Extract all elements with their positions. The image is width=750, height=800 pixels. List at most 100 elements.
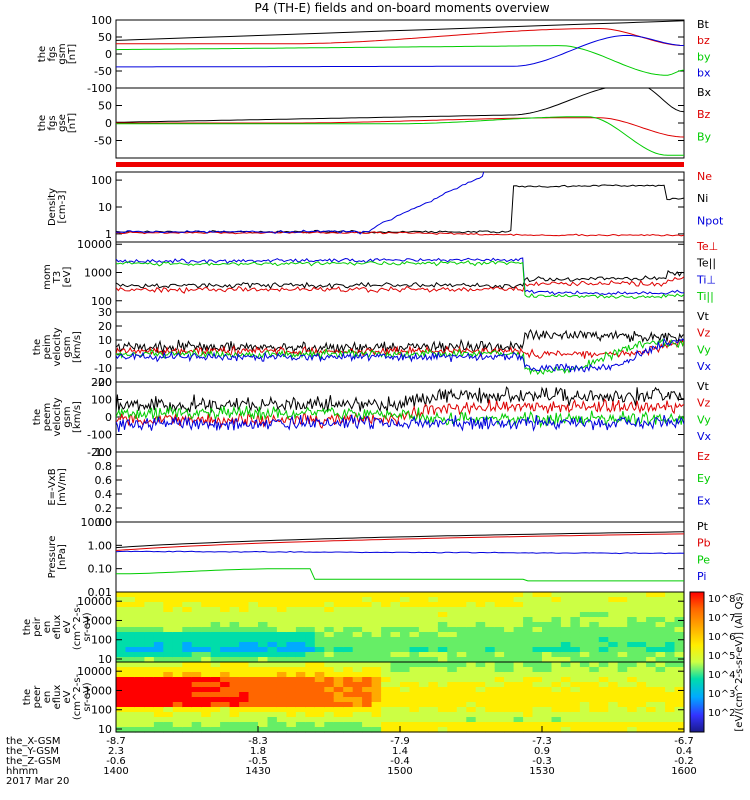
- heatmap-cell: [286, 622, 297, 628]
- heatmap-cell: [381, 657, 392, 663]
- heatmap-cell: [447, 622, 458, 628]
- heatmap-cell: [276, 592, 287, 598]
- heatmap-cell: [371, 642, 382, 648]
- heatmap-cell: [371, 662, 382, 668]
- heatmap-cell: [409, 682, 420, 688]
- heatmap-cell: [371, 727, 382, 733]
- heatmap-cell: [267, 642, 278, 648]
- heatmap-cell: [220, 662, 231, 668]
- heatmap-cell: [674, 607, 685, 613]
- heatmap-cell: [258, 707, 269, 713]
- heatmap-cell: [665, 702, 676, 708]
- heatmap-cell: [475, 697, 486, 703]
- heatmap-cell: [655, 592, 666, 598]
- heatmap-cell: [485, 712, 496, 718]
- heatmap-cell: [589, 722, 600, 728]
- heatmap-cell: [239, 632, 250, 638]
- heatmap-cell: [381, 597, 392, 603]
- heatmap-cell: [428, 662, 439, 668]
- heatmap-cell: [295, 667, 306, 673]
- heatmap-cell: [598, 672, 609, 678]
- heatmap-cell: [485, 607, 496, 613]
- heatmap-cell: [674, 682, 685, 688]
- heatmap-cell: [153, 712, 164, 718]
- heatmap-cell: [665, 672, 676, 678]
- heatmap-cell: [210, 607, 221, 613]
- heatmap-cell: [144, 592, 155, 598]
- heatmap-cell: [560, 727, 571, 733]
- legend-Bx: Bx: [697, 86, 712, 99]
- heatmap-cell: [191, 632, 202, 638]
- heatmap-cell: [201, 682, 212, 688]
- heatmap-cell: [371, 647, 382, 653]
- heatmap-cell: [579, 657, 590, 663]
- heatmap-cell: [267, 662, 278, 668]
- heatmap-cell: [371, 712, 382, 718]
- heatmap-cell: [182, 602, 193, 608]
- panel-frame: [115, 521, 685, 593]
- heatmap-cell: [305, 632, 316, 638]
- heatmap-cell: [466, 682, 477, 688]
- heatmap-cell: [381, 727, 392, 733]
- heatmap-cell: [456, 682, 467, 688]
- heatmap-cell: [598, 712, 609, 718]
- heatmap-cell: [475, 712, 486, 718]
- heatmap-cell: [191, 602, 202, 608]
- heatmap-cell: [305, 667, 316, 673]
- heatmap-cell: [163, 607, 174, 613]
- heatmap-cell: [627, 722, 638, 728]
- heatmap-cell: [532, 722, 543, 728]
- heatmap-cell: [627, 612, 638, 618]
- heatmap-cell: [400, 622, 411, 628]
- heatmap-cell: [466, 597, 477, 603]
- heatmap-cell: [485, 672, 496, 678]
- heatmap-cell: [570, 652, 581, 658]
- heatmap-cell: [475, 702, 486, 708]
- heatmap-cell: [153, 682, 164, 688]
- heatmap-cell: [560, 632, 571, 638]
- heatmap-cell: [191, 707, 202, 713]
- heatmap-cell: [542, 727, 553, 733]
- heatmap-cell: [665, 622, 676, 628]
- heatmap-cell: [229, 657, 240, 663]
- heatmap-cell: [352, 662, 363, 668]
- heatmap-cell: [153, 717, 164, 723]
- y-tick-label: 10000: [77, 595, 112, 608]
- heatmap-cell: [636, 617, 647, 623]
- y-tick-label: 0: [105, 48, 112, 61]
- heatmap-cell: [239, 692, 250, 698]
- heatmap-cell: [551, 677, 562, 683]
- heatmap-cell: [418, 597, 429, 603]
- heatmap-cell: [276, 602, 287, 608]
- heatmap-cell: [456, 727, 467, 733]
- heatmap-cell: [418, 642, 429, 648]
- heatmap-cell: [665, 682, 676, 688]
- heatmap-cell: [617, 687, 628, 693]
- heatmap-cell: [532, 632, 543, 638]
- heatmap-cell: [314, 647, 325, 653]
- heatmap-cell: [144, 662, 155, 668]
- heatmap-cell: [598, 632, 609, 638]
- heatmap-cell: [608, 612, 619, 618]
- heatmap-cell: [665, 662, 676, 668]
- heatmap-cell: [362, 672, 373, 678]
- heatmap-cell: [191, 617, 202, 623]
- heatmap-cell: [475, 677, 486, 683]
- heatmap-cell: [608, 707, 619, 713]
- heatmap-cell: [125, 707, 136, 713]
- heatmap-cell: [579, 642, 590, 648]
- heatmap-cell: [390, 612, 401, 618]
- heatmap-cell: [276, 652, 287, 658]
- heatmap-cell: [636, 712, 647, 718]
- heatmap-cell: [655, 702, 666, 708]
- legend-Vx: Vx: [697, 430, 712, 443]
- heatmap-cell: [598, 612, 609, 618]
- heatmap-cell: [608, 712, 619, 718]
- heatmap-cell: [437, 707, 448, 713]
- heatmap-cell: [286, 697, 297, 703]
- heatmap-cell: [116, 672, 127, 678]
- heatmap-cell: [295, 727, 306, 733]
- heatmap-cell: [400, 672, 411, 678]
- heatmap-cell: [220, 592, 231, 598]
- heatmap-cell: [494, 727, 505, 733]
